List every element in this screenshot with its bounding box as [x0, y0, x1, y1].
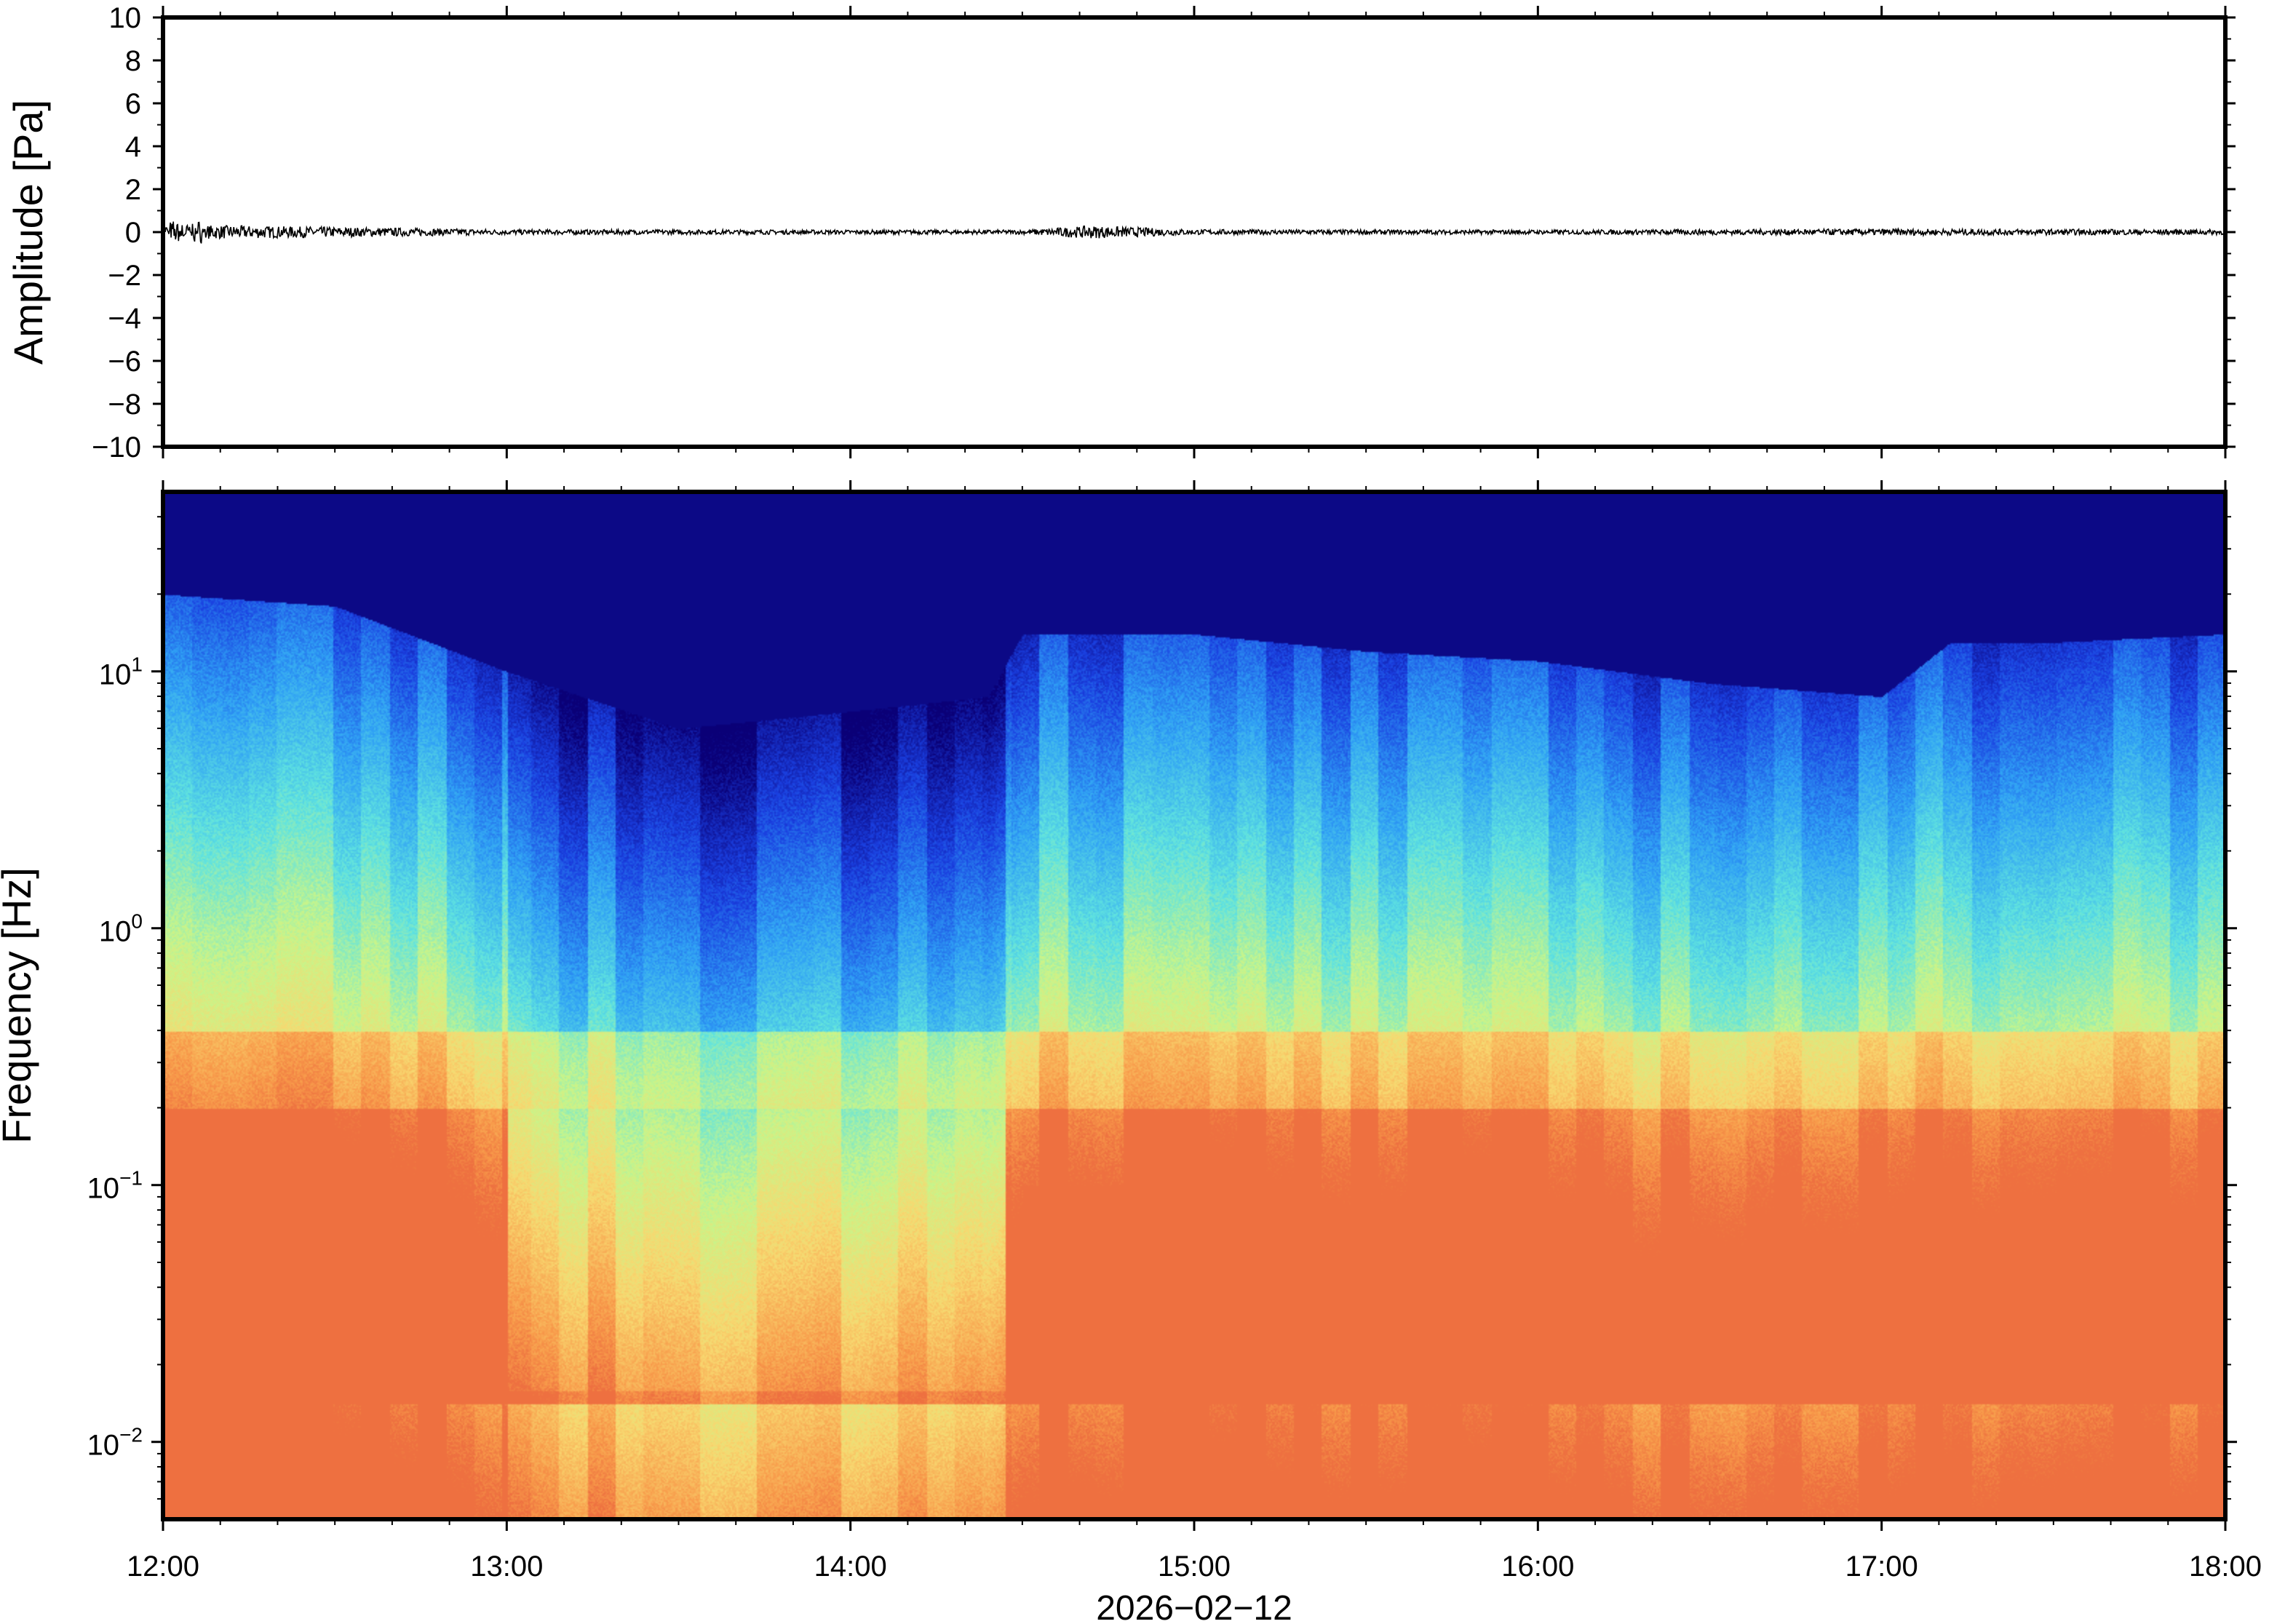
- time-tick-label: 13:00: [470, 1551, 543, 1583]
- amplitude-y-tick-label: −10: [92, 431, 141, 463]
- amplitude-y-tick-label: 0: [125, 217, 141, 249]
- time-tick-label: 15:00: [1158, 1551, 1231, 1583]
- amplitude-y-tick-label: −6: [108, 346, 141, 378]
- amplitude-y-tick-label: 8: [125, 45, 141, 77]
- spectrogram-panel: 101 100 10−1 10−2 12:00 13:00 14:00 15:00 16:00…: [0, 480, 2262, 1624]
- amplitude-trace: [162, 221, 2226, 244]
- frequency-y-tick-label: 10−2: [87, 1424, 143, 1462]
- frequency-y-tick-label: 100: [99, 910, 143, 948]
- frequency-y-tick-label: 10−1: [87, 1167, 143, 1205]
- time-tick-label: 14:00: [814, 1551, 887, 1583]
- spectrogram-y-ticks: 101 100 10−1 10−2: [87, 516, 2237, 1500]
- amplitude-y-tick-label: 10: [109, 2, 142, 34]
- amplitude-y-tick-label: −4: [108, 303, 141, 335]
- amplitude-panel: 10 8 6 4 2 0 −2 −4 −6 −8 −10 Amplitude [Pa]: [5, 2, 2236, 463]
- amplitude-y-tick-label: 4: [125, 131, 141, 163]
- amplitude-y-ticks: 10 8 6 4 2 0 −2 −4 −6 −8 −10: [92, 2, 2236, 463]
- spectrogram-y-axis-title: Frequency [Hz]: [0, 867, 39, 1144]
- amplitude-y-axis-title: Amplitude [Pa]: [5, 100, 51, 365]
- time-tick-label: 17:00: [1845, 1551, 1918, 1583]
- amplitude-y-tick-label: −8: [108, 389, 141, 421]
- frequency-y-tick-label: 101: [99, 653, 143, 691]
- amplitude-x-ticks: [162, 6, 2227, 458]
- time-tick-label: 16:00: [1501, 1551, 1574, 1583]
- amplitude-y-tick-label: −2: [108, 260, 141, 292]
- date-axis-label: 2026−02−12: [1096, 1589, 1292, 1624]
- amplitude-y-tick-label: 2: [125, 174, 141, 206]
- time-tick-label: 18:00: [2189, 1551, 2262, 1583]
- time-tick-label: 12:00: [127, 1551, 199, 1583]
- spectrogram-heatmap: [163, 492, 2225, 1519]
- amplitude-y-tick-label: 6: [125, 88, 141, 120]
